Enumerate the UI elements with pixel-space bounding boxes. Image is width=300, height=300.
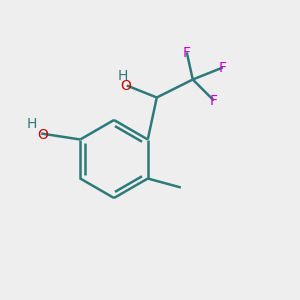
Text: F: F (183, 46, 191, 59)
Text: F: F (210, 94, 218, 107)
Text: F: F (219, 61, 227, 74)
Text: H: H (118, 70, 128, 83)
Text: O: O (37, 128, 48, 142)
Text: H: H (27, 118, 38, 131)
Text: O: O (120, 79, 131, 92)
